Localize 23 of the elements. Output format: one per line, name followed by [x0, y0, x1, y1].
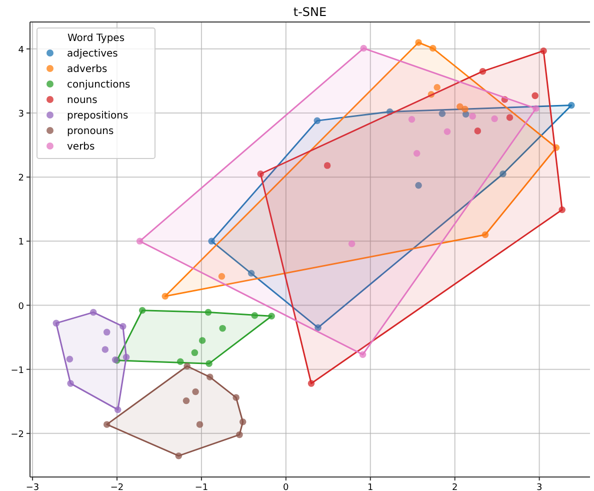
- y-tick-label: −2: [10, 430, 24, 440]
- x-tick-label: 3: [536, 483, 542, 491]
- legend-title: Word Types: [67, 33, 125, 44]
- legend-label: pronouns: [67, 126, 114, 137]
- y-tick-label: 4: [18, 45, 24, 56]
- y-tick-label: 2: [18, 174, 24, 184]
- y-tick-label: 0: [18, 302, 24, 312]
- x-tick-label: −3: [26, 483, 40, 491]
- legend-label: adverbs: [67, 64, 108, 75]
- y-tick-label: 1: [18, 238, 24, 248]
- y-tick-label: −1: [10, 366, 24, 376]
- legend-label: conjunctions: [67, 80, 130, 90]
- y-tick-label: 3: [18, 110, 24, 120]
- x-tick-label: 1: [368, 483, 374, 491]
- legend-label: nouns: [67, 95, 98, 106]
- legend-label: prepositions: [67, 110, 128, 122]
- legend-label: adjectives: [67, 48, 118, 60]
- x-tick-label: −1: [194, 483, 208, 491]
- x-tick-label: 2: [452, 483, 458, 491]
- legend-label: verbs: [67, 142, 95, 152]
- x-tick-label: 0: [283, 483, 290, 491]
- chart-title: t-SNE: [293, 5, 327, 19]
- x-tick-label: −2: [110, 483, 124, 491]
